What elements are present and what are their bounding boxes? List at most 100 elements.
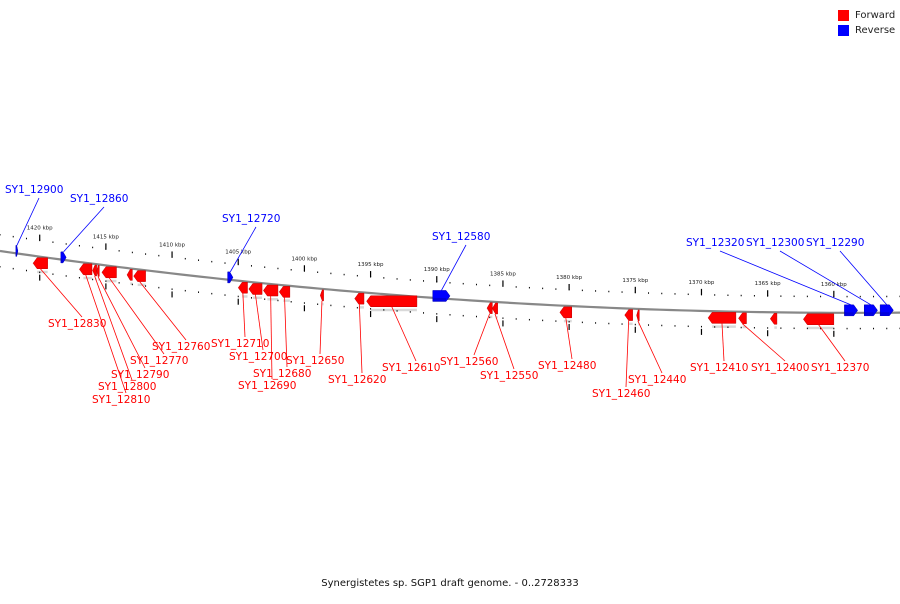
gene-arrow[interactable] [127,269,132,280]
minor-tick [794,296,795,298]
gene-arrow[interactable] [625,310,633,321]
gene-arrow[interactable] [263,285,278,296]
scale-tick-label: 1410 kbp [159,242,185,248]
minor-tick [780,327,781,329]
gene-arrow[interactable] [560,307,572,318]
gene-label[interactable]: SY1_12650 [286,355,344,367]
gene-arrow[interactable] [279,286,290,297]
gene-forward[interactable] [33,258,48,274]
gene-label[interactable]: SY1_12700 [229,351,287,363]
gene-arrow[interactable] [134,271,146,282]
gene-label[interactable]: SY1_12580 [432,231,490,243]
minor-tick [873,328,874,330]
minor-tick [794,328,795,330]
gene-reverse[interactable] [844,305,857,316]
gene-arrow[interactable] [637,310,640,321]
gene-forward[interactable] [492,303,497,319]
minor-tick [436,313,437,315]
gene-label[interactable]: SY1_12560 [440,356,498,368]
gene-arrow[interactable] [708,312,736,323]
gene-reverse[interactable] [228,272,233,283]
gene-arrow[interactable] [492,303,497,314]
gene-forward[interactable] [770,313,777,329]
major-tick [569,284,570,290]
gene-label[interactable]: SY1_12400 [751,362,809,374]
gene-label[interactable]: SY1_12720 [222,213,280,225]
minor-tick [542,288,543,290]
gene-arrow[interactable] [355,293,364,304]
gene-label[interactable]: SY1_12440 [628,374,686,386]
gene-reverse[interactable] [433,290,450,301]
gene-forward[interactable] [134,271,146,287]
scale-tick-label: 1390 kbp [424,267,450,273]
gene-arrow[interactable] [770,313,777,324]
minor-tick [463,315,464,317]
gene-label[interactable]: SY1_12790 [111,369,169,381]
minor-tick [820,296,821,298]
scale-tick-label: 1380 kbp [556,275,582,281]
gene-reverse[interactable] [16,245,18,256]
gene-label[interactable]: SY1_12690 [238,380,296,392]
gene-arrow[interactable] [803,314,833,325]
gene-shade [228,279,230,282]
major-tick [39,235,40,241]
minor-tick [79,277,80,279]
minor-tick [172,288,173,290]
gene-label[interactable]: SY1_12460 [592,388,650,400]
gene-forward[interactable] [79,264,92,280]
gene-reverse[interactable] [864,305,877,316]
minor-tick [119,250,120,252]
gene-label[interactable]: SY1_12830 [48,318,106,330]
gene-label[interactable]: SY1_12290 [806,237,864,249]
gene-label[interactable]: SY1_12550 [480,370,538,382]
gene-arrow[interactable] [97,265,100,276]
minor-tick [622,291,623,293]
gene-label[interactable]: SY1_12710 [211,338,269,350]
gene-label[interactable]: SY1_12370 [811,362,869,374]
gene-forward[interactable] [367,296,417,312]
gene-label[interactable]: SY1_12800 [98,381,156,393]
gene-label[interactable]: SY1_12770 [130,355,188,367]
gene-label[interactable]: SY1_12610 [382,362,440,374]
minor-tick [516,286,517,288]
gene-arrow[interactable] [367,296,417,307]
gene-label[interactable]: SY1_12810 [92,394,150,406]
gene-label[interactable]: SY1_12620 [328,374,386,386]
minor-tick [688,294,689,296]
minor-tick [13,236,14,238]
minor-tick [661,325,662,327]
minor-tick [13,268,14,270]
minor-tick [264,266,265,268]
gene-label[interactable]: SY1_12300 [746,237,804,249]
gene-arrow[interactable] [33,258,48,269]
gene-arrow[interactable] [79,264,92,275]
gene-arrow[interactable] [102,267,117,278]
gene-arrow[interactable] [249,283,262,294]
gene-label[interactable]: SY1_12860 [70,193,128,205]
minor-tick [847,328,848,330]
minor-tick [661,293,662,295]
gene-forward[interactable] [102,267,117,283]
gene-forward[interactable] [487,303,492,319]
major-tick [436,276,437,282]
gene-forward[interactable] [127,269,132,285]
minor-tick [357,307,358,309]
gene-shade [433,298,446,301]
gene-arrow[interactable] [93,265,97,276]
gene-reverse[interactable] [880,305,893,316]
gene-arrow[interactable] [739,313,747,324]
minor-tick [0,234,1,236]
gene-label[interactable]: SY1_12680 [253,368,311,380]
gene-label[interactable]: SY1_12480 [538,360,596,372]
gene-label[interactable]: SY1_12410 [690,362,748,374]
gene-forward[interactable] [93,265,97,281]
minor-tick [66,243,67,245]
gene-arrow[interactable] [320,290,323,301]
major-tick [833,291,834,297]
gene-label[interactable]: SY1_12320 [686,237,744,249]
gene-forward[interactable] [803,314,833,330]
gene-arrow[interactable] [238,282,247,293]
gene-arrow[interactable] [487,303,492,314]
gene-label[interactable]: SY1_12900 [5,184,63,196]
gene-label[interactable]: SY1_12760 [152,341,210,353]
